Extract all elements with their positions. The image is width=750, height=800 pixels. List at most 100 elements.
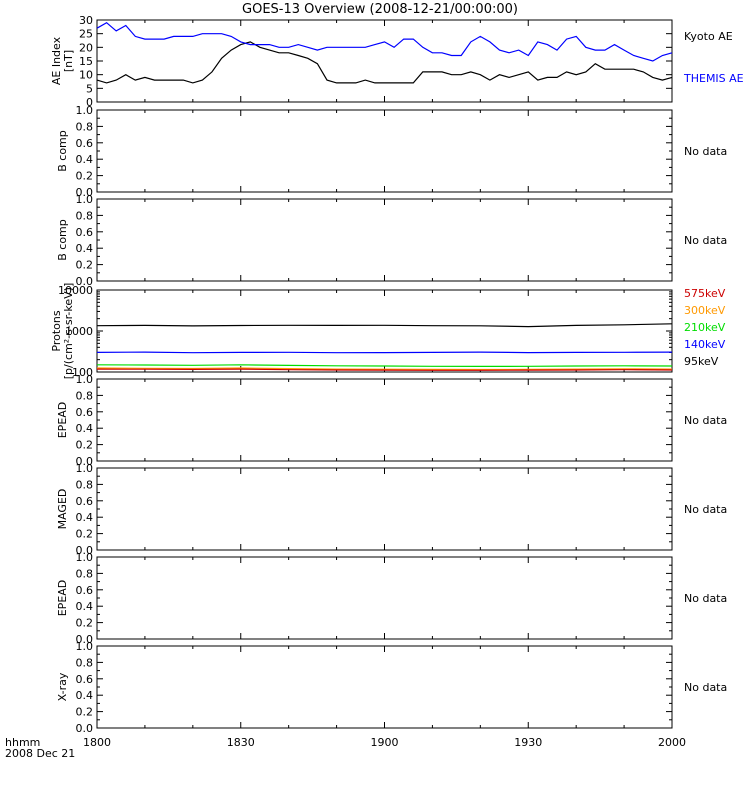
y-tick-label: 1.0 — [76, 193, 94, 206]
y-axis-label: Protons — [50, 310, 63, 351]
panel-epead2: 0.0 0.2 0.4 0.6 0.8 1.0 EPEAD No data — [56, 551, 727, 646]
legend-entry: THEMIS AE — [683, 72, 744, 85]
panel-protons: 100 1000 10000 Protons [p/(cm²-s-sr-keV)] 575… — [50, 283, 726, 380]
series-line-575kev — [96, 368, 673, 371]
y-tick-label: 100 — [72, 366, 93, 379]
y-tick-label: 0.2 — [76, 170, 94, 183]
x-tick-label: 1930 — [514, 736, 542, 749]
series-line-300kev — [96, 367, 673, 371]
y-tick-label: 0 — [86, 96, 93, 109]
legend-entry: Kyoto AE — [684, 30, 733, 43]
series-line-140kev — [96, 351, 673, 354]
legend-entry: 300keV — [684, 304, 726, 317]
panel-frame — [96, 556, 673, 640]
x-axis: 1800 1830 1900 1930 2000 — [83, 736, 686, 749]
no-data-label: No data — [684, 592, 727, 605]
y-tick-label: 0.8 — [76, 478, 94, 491]
y-tick-label: 0.8 — [76, 656, 94, 669]
series-line-themis-ae — [96, 21, 673, 62]
panel-frame — [96, 378, 673, 462]
y-tick-label: 5 — [86, 82, 93, 95]
y-tick-label: 0.8 — [76, 389, 94, 402]
no-data-label: No data — [684, 681, 727, 694]
x-tick-label: 1800 — [83, 736, 111, 749]
y-axis-label: X-ray — [56, 672, 69, 701]
y-tick-label: 15 — [79, 55, 93, 68]
y-tick-label: 0.0 — [76, 186, 94, 199]
y-tick-label: 0.0 — [76, 633, 94, 646]
y-tick-label: 0.0 — [76, 275, 94, 288]
series-line-kyoto-ae — [96, 41, 673, 84]
no-data-label: No data — [684, 145, 727, 158]
y-tick-label: 0.6 — [76, 137, 94, 150]
y-tick-label: 0.0 — [76, 722, 94, 735]
y-tick-label: 10000 — [58, 284, 93, 297]
y-tick-label: 0.6 — [76, 584, 94, 597]
y-tick-label: 1000 — [65, 325, 93, 338]
legend-entry: 140keV — [684, 338, 726, 351]
y-tick-label: 0.6 — [76, 406, 94, 419]
no-data-label: No data — [684, 503, 727, 516]
y-tick-label: 1.0 — [76, 462, 94, 475]
y-tick-label: 0.2 — [76, 259, 94, 272]
y-axis-label: EPEAD — [56, 580, 69, 617]
y-tick-label: 0.4 — [76, 689, 94, 702]
series-line-210kev — [96, 364, 673, 367]
x-tick-label: 1830 — [227, 736, 255, 749]
panel-frame — [96, 467, 673, 551]
y-tick-label: 0.6 — [76, 673, 94, 686]
x-tick-label: 2000 — [658, 736, 686, 749]
y-tick-label: 0.8 — [76, 567, 94, 580]
y-tick-label: 1.0 — [76, 551, 94, 564]
y-tick-label: 0.4 — [76, 422, 94, 435]
panel-frame — [96, 289, 673, 373]
legend-entry: 95keV — [684, 355, 719, 368]
y-tick-label: 0.2 — [76, 528, 94, 541]
footer-date: 2008 Dec 21 — [5, 747, 75, 760]
y-tick-label: 1.0 — [76, 640, 94, 653]
panel-maged: 0.0 0.2 0.4 0.6 0.8 1.0 MAGED No data — [56, 462, 727, 557]
panel-frame — [96, 109, 673, 193]
series-line-95kev — [96, 323, 673, 328]
panel-frame — [96, 645, 673, 729]
panel-frame — [96, 19, 673, 103]
y-axis-label: AE Index — [50, 36, 63, 85]
panel-bcomp1: 0.0 0.2 0.4 0.6 0.8 1.0 B comp No data — [56, 104, 727, 199]
y-tick-label: 1.0 — [76, 373, 94, 386]
y-tick-label: 0.4 — [76, 242, 94, 255]
y-axis-label: EPEAD — [56, 402, 69, 439]
y-tick-label: 0.6 — [76, 226, 94, 239]
y-tick-label: 10 — [79, 69, 93, 82]
y-tick-label: 0.4 — [76, 511, 94, 524]
panel-epead1: 0.0 0.2 0.4 0.6 0.8 1.0 EPEAD No data — [56, 373, 727, 468]
y-tick-label: 0.2 — [76, 706, 94, 719]
panel-bcomp2: 0.0 0.2 0.4 0.6 0.8 1.0 B comp No data — [56, 193, 727, 288]
no-data-label: No data — [684, 414, 727, 427]
y-tick-label: 20 — [79, 41, 93, 54]
y-tick-label: 0.6 — [76, 495, 94, 508]
y-tick-label: 0.8 — [76, 120, 94, 133]
legend-entry: 575keV — [684, 287, 726, 300]
y-tick-label: 0.0 — [76, 544, 94, 557]
legend-entry: 210keV — [684, 321, 726, 334]
y-tick-label: 0.4 — [76, 600, 94, 613]
y-tick-label: 0.8 — [76, 209, 94, 222]
y-tick-label: 30 — [79, 14, 93, 27]
y-tick-label: 0.0 — [76, 455, 94, 468]
y-tick-label: 0.2 — [76, 617, 94, 630]
no-data-label: No data — [684, 234, 727, 247]
y-tick-label: 1.0 — [76, 104, 94, 117]
y-axis-label: [p/(cm²-s-sr-keV)] — [62, 283, 75, 380]
y-axis-label: B comp — [56, 130, 69, 172]
panel-frame — [96, 198, 673, 282]
panel-xray: 0.0 0.2 0.4 0.6 0.8 1.0 X-ray No data — [56, 640, 727, 735]
y-axis-label: B comp — [56, 219, 69, 261]
footer-hhmm: hhmm — [5, 736, 40, 749]
figure-title: GOES-13 Overview (2008-12-21/00:00:00) — [242, 2, 518, 17]
y-tick-label: 25 — [79, 28, 93, 41]
y-tick-label: 0.4 — [76, 153, 94, 166]
x-tick-label: 1900 — [371, 736, 399, 749]
